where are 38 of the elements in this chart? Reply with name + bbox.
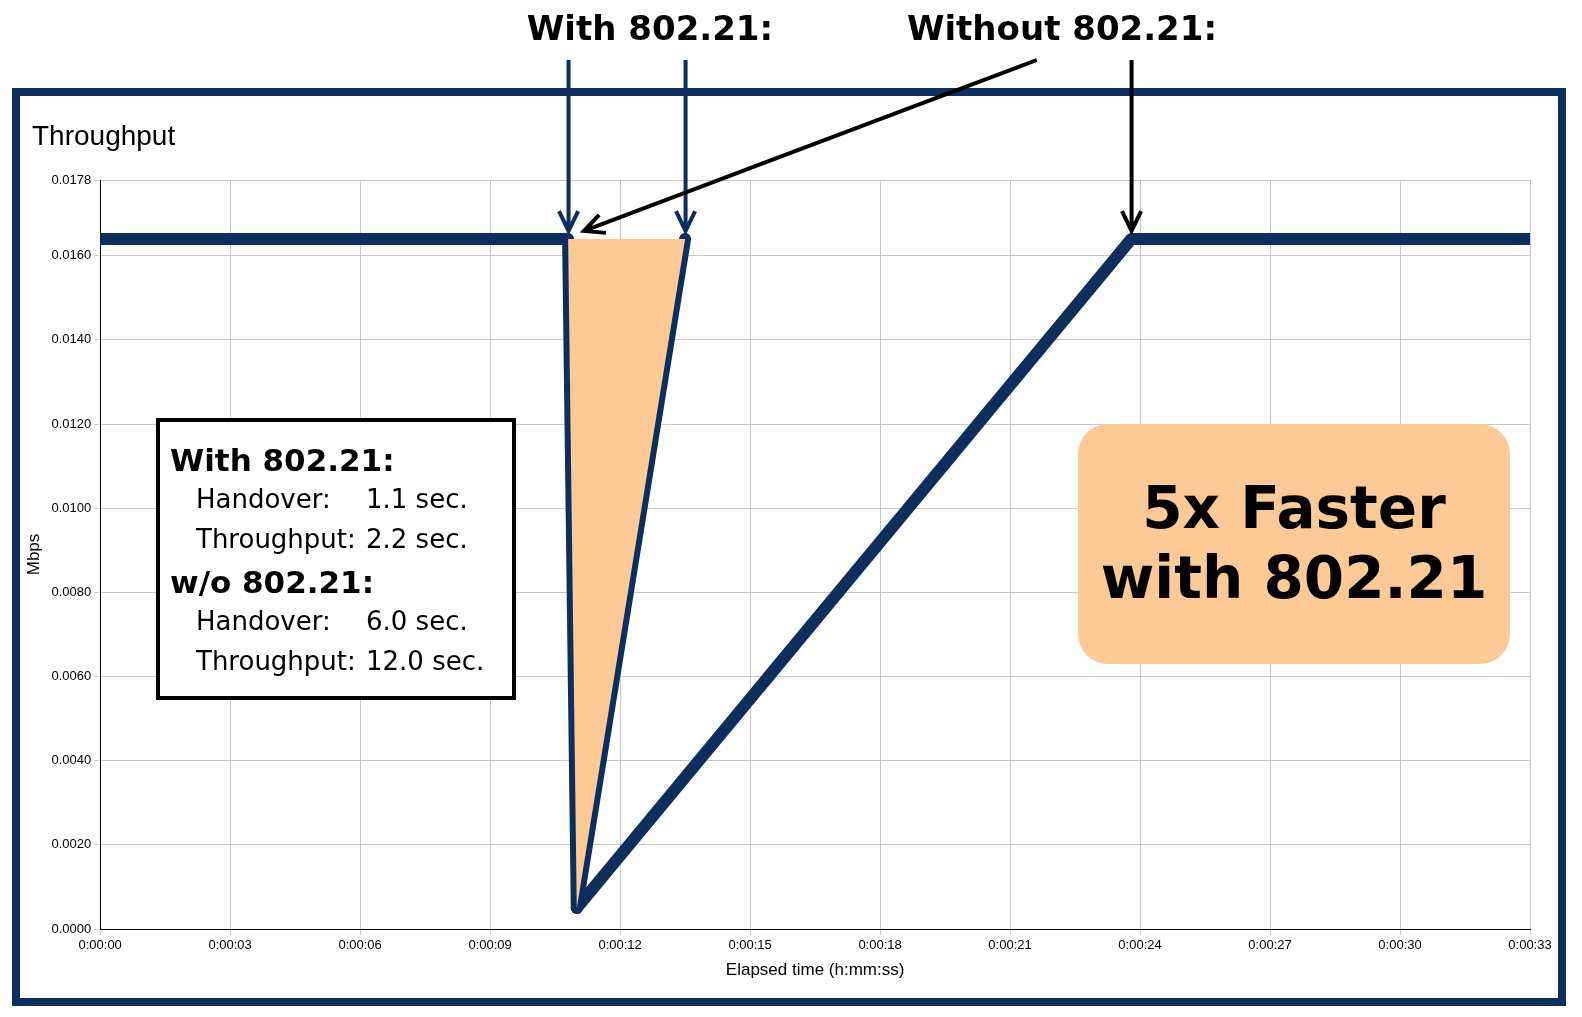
y-tick-label: 0.0060 (51, 668, 92, 684)
y-tick-label: 0.0160 (51, 247, 92, 263)
x-tick-label: 0:00:06 (338, 937, 382, 953)
annotation: Throughput: (196, 524, 357, 554)
annotation: w/o 802.21: (170, 564, 376, 600)
x-tick-label: 0:00:30 (1378, 937, 1422, 953)
chart-title: Throughput (32, 120, 176, 152)
annotation: 5x Faster with 802.21 (1078, 424, 1510, 664)
text: With 802.21: (526, 8, 774, 48)
x-tick-label: 0:00:15 (728, 937, 772, 953)
x-tick-label: 0:00:18 (858, 937, 902, 953)
y-tick-label: 0.0120 (51, 415, 92, 431)
x-tick-label: 0:00:03 (208, 937, 252, 953)
x-tick-label: 0:00:33 (1508, 937, 1552, 953)
y-tick-label: 0.0100 (51, 499, 92, 515)
y-tick-label: 0.0178 (51, 171, 92, 187)
y-tick-label: 0.0080 (51, 583, 92, 599)
y-tick-label: 0.0040 (51, 752, 92, 768)
annotation: 12.0 sec. (366, 646, 485, 676)
x-tick-label: 0:00:24 (1118, 937, 1162, 953)
y-tick-label: 0.0140 (51, 331, 92, 347)
annotation: Handover: (196, 606, 332, 636)
annotation: 2.2 sec. (366, 524, 468, 554)
x-tick-label: 0:00:12 (598, 937, 642, 953)
y-axis-title: Mbps (23, 533, 43, 576)
x-axis-title: Elapsed time (h:mm:ss) (725, 960, 905, 980)
annotation: 6.0 sec. (366, 606, 468, 636)
y-tick-label: 0.0000 (51, 920, 92, 936)
x-tick-label: 0:00:27 (1248, 937, 1292, 953)
text: Without 802.21: (906, 8, 1218, 48)
x-tick-label: 0:00:21 (988, 937, 1032, 953)
x-tick-label: 0:00:09 (468, 937, 512, 953)
annotation: Throughput: (196, 646, 357, 676)
x-tick-label: 0:00:00 (78, 937, 122, 953)
annotation: 1.1 sec. (366, 484, 468, 514)
annotation: With 802.21: (170, 442, 396, 478)
annotation: Handover: (196, 484, 332, 514)
y-tick-label: 0.0020 (51, 836, 92, 852)
